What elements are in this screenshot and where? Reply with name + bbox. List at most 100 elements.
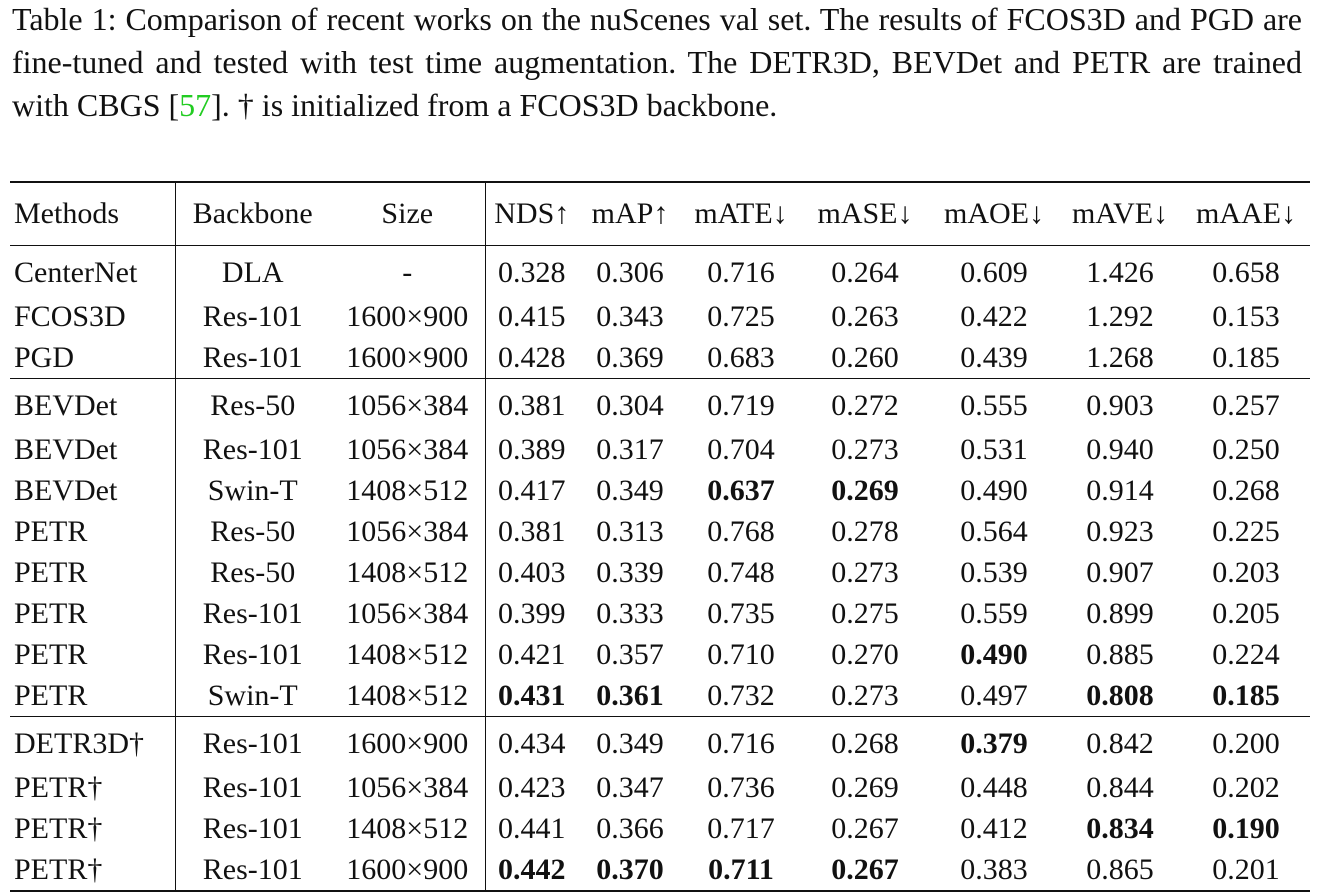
table-cell: Res-101	[202, 852, 303, 886]
table-cell: 0.361	[596, 678, 664, 712]
table-cell: 0.716	[707, 256, 775, 289]
table-cell: 0.203	[1212, 555, 1280, 589]
table-cell: 0.250	[1212, 432, 1280, 466]
table-row: BEVDet Swin-T 1408×512 0.417 0.349 0.637 0.269…	[10, 470, 1310, 511]
table-cell: 1056×384	[330, 767, 486, 808]
table-cell: Res-101	[202, 596, 303, 630]
table-cell: 0.272	[800, 378, 930, 429]
table-cell: 0.267	[831, 852, 899, 886]
table-cell: Swin-T	[207, 678, 298, 712]
table-cell: 0.328	[498, 256, 566, 289]
table-cell: 0.808	[1086, 678, 1154, 712]
table-cell: Res-101	[202, 811, 303, 845]
table-cell: 0.260	[831, 340, 899, 374]
table-cell: 0.431	[498, 678, 566, 712]
table-cell: 0.257	[1182, 378, 1310, 429]
table-row: PETR† Res-101 1056×384 0.423 0.347 0.736 0.269…	[10, 767, 1310, 808]
table-cell: 0.735	[707, 596, 775, 630]
table-cell: 0.225	[1212, 514, 1280, 548]
row-group: DETR3D† Res-101 1600×900 0.434 0.349 0.716 0.2…	[10, 716, 1310, 891]
table-cell: Res-101	[202, 637, 303, 671]
table-cell: 1.268	[1086, 340, 1154, 374]
table-cell: 0.564	[960, 514, 1028, 548]
table-cell: 0.842	[1058, 716, 1182, 767]
table-cell: 0.914	[1086, 473, 1154, 507]
table-cell: Swin-T	[207, 473, 298, 507]
table-cell: 0.412	[960, 811, 1028, 845]
table-cell: 0.903	[1058, 378, 1182, 429]
table-cell: 0.205	[1212, 596, 1280, 630]
column-header: Size	[330, 182, 486, 246]
table-cell: 0.434	[485, 716, 578, 767]
row-group: BEVDet Res-50 1056×384 0.381 0.304 0.719 0.272…	[10, 378, 1310, 717]
table-cell: 0.885	[1086, 637, 1154, 671]
table-cell: 0.442	[498, 852, 566, 886]
table-cell: 0.268	[1212, 473, 1280, 507]
table-cell: 0.711	[708, 852, 774, 886]
table-cell: Res-101	[202, 770, 303, 804]
table-cell: 0.379	[930, 716, 1058, 767]
table-row: PETR† Res-101 1408×512 0.441 0.366 0.717 0.267…	[10, 808, 1310, 849]
table-cell: PETR†	[10, 849, 176, 891]
table-row: PETR† Res-101 1600×900 0.442 0.370 0.711 0.267…	[10, 849, 1310, 891]
table-cell: 0.381	[485, 378, 578, 429]
caption-text: ]. † is initialized from a FCOS3D backbo…	[211, 87, 778, 123]
table-cell: 0.497	[960, 678, 1028, 712]
table-cell: FCOS3D	[10, 296, 176, 337]
table-cell: 0.369	[596, 340, 664, 374]
table-cell: 1408×512	[330, 808, 486, 849]
table-cell: 0.202	[1212, 770, 1280, 804]
table-cell: 0.399	[498, 596, 566, 630]
results-table: Methods Backbone Size NDS↑ mAP↑ mATE↓ mASE↓ mAO…	[10, 181, 1310, 892]
table-cell: 0.531	[960, 432, 1028, 466]
table-cell: 1600×900	[330, 716, 486, 767]
table-cell: 0.275	[831, 596, 899, 630]
table-cell: 0.421	[498, 637, 566, 671]
table-cell: 0.343	[596, 299, 664, 333]
table-cell: 0.153	[1212, 299, 1280, 333]
column-header: Methods	[10, 182, 176, 246]
table-cell: 0.403	[498, 555, 566, 589]
table-cell: 0.278	[831, 514, 899, 548]
table-cell: PETR	[10, 593, 176, 634]
table-cell: 1056×384	[330, 378, 486, 429]
table-cell: 0.304	[578, 378, 682, 429]
table-row: PETR Res-50 1408×512 0.403 0.339 0.748 0.273 0.…	[10, 552, 1310, 593]
table-cell: Res-101	[202, 340, 303, 374]
table-row: PETR Res-101 1408×512 0.421 0.357 0.710 0.270 0…	[10, 634, 1310, 675]
table-cell: 1056×384	[330, 593, 486, 634]
table-cell: 0.555	[930, 378, 1058, 429]
table-cell: 0.190	[1212, 811, 1280, 845]
table-cell: 0.357	[596, 637, 664, 671]
table-cell: 0.273	[831, 678, 899, 712]
table-cell: DETR3D†	[10, 716, 176, 767]
table-cell: 0.448	[960, 770, 1028, 804]
table-cell: 0.732	[707, 678, 775, 712]
table-cell: 0.736	[707, 770, 775, 804]
table-cell: 1408×512	[330, 470, 486, 511]
table-cell: 0.704	[707, 432, 775, 466]
citation[interactable]: 57	[179, 87, 212, 123]
table-cell: 0.200	[1182, 716, 1310, 767]
table-cell: 0.441	[498, 811, 566, 845]
table-cell: 0.844	[1086, 770, 1154, 804]
table-cell: 0.439	[960, 340, 1028, 374]
table-cell: 1056×384	[330, 511, 486, 552]
table-cell: 0.185	[1212, 340, 1280, 374]
table-row: PETR Swin-T 1408×512 0.431 0.361 0.732 0.273 0.…	[10, 675, 1310, 717]
table-cell: Res-101	[202, 432, 303, 466]
table-row: FCOS3D Res-101 1600×900 0.415 0.343 0.725 0.26…	[10, 296, 1310, 337]
table-cell: 0.834	[1086, 811, 1154, 845]
column-header: mASE↓	[800, 182, 930, 246]
table-cell: PETR†	[10, 767, 176, 808]
table-cell: BEVDet	[10, 429, 176, 470]
table-cell: BEVDet	[10, 470, 176, 511]
table-cell: 0.415	[498, 299, 566, 333]
table-cell: 1056×384	[330, 429, 486, 470]
table-cell: Res-50	[210, 555, 296, 589]
table-row: CenterNet DLA -0.328 0.306 0.716 0.264 0.609 1.…	[10, 245, 1310, 296]
table-cell: PGD	[10, 337, 176, 379]
table-cell: 0.268	[800, 716, 930, 767]
table-cell: 0.269	[831, 770, 899, 804]
table-cell: 0.609	[960, 256, 1028, 289]
